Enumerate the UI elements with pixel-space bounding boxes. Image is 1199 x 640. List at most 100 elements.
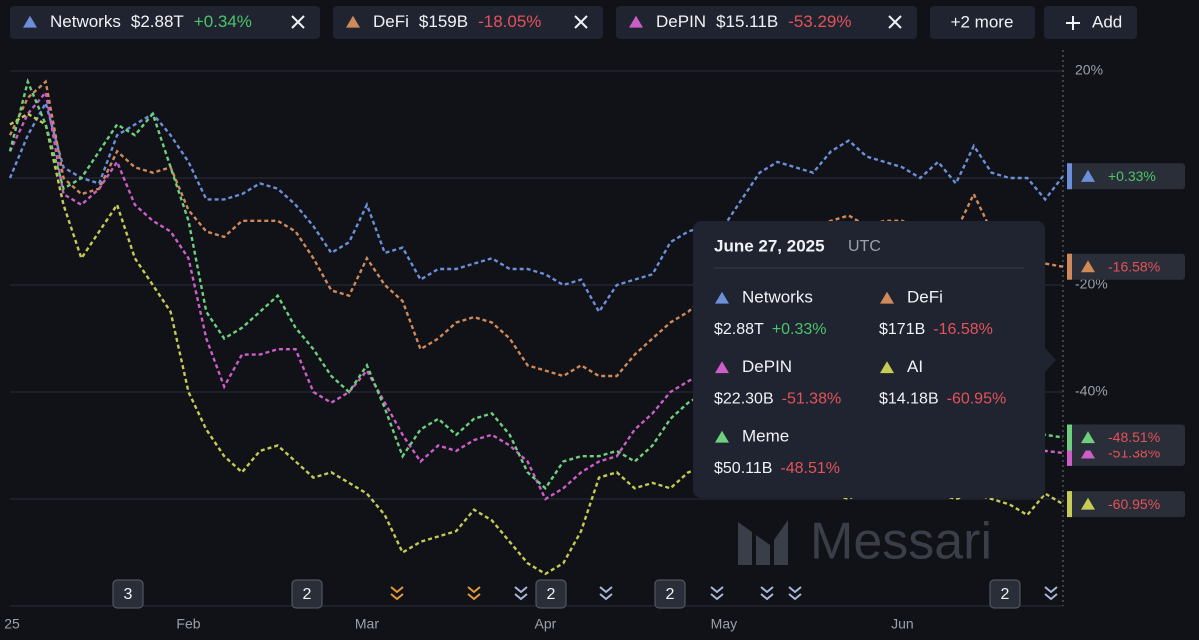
- badge-box: [112, 579, 144, 609]
- end-marker-label: -16.58%: [1108, 258, 1160, 274]
- event-badge[interactable]: 2: [654, 579, 686, 609]
- series-chip[interactable]: Networks $2.88T +0.34%: [10, 6, 320, 39]
- tooltip-name: Networks: [742, 287, 813, 306]
- end-marker-label: -60.95%: [1108, 496, 1160, 512]
- chip-value: $159B: [419, 12, 468, 31]
- tooltip-name: AI: [907, 357, 923, 376]
- end-marker-stripe: [1067, 424, 1072, 451]
- triangle-icon: [1081, 169, 1095, 182]
- watermark-logo: Messari: [738, 513, 992, 571]
- end-marker-box: [1067, 253, 1185, 280]
- chip-text: Networks $2.88T +0.34%: [50, 12, 252, 31]
- logo-mark: [738, 520, 788, 565]
- tooltip-value-text: $2.88T: [714, 321, 764, 338]
- tooltip-change: -51.38%: [782, 391, 842, 408]
- end-marker-stripe: [1067, 491, 1072, 518]
- triangle-icon: [1081, 431, 1095, 444]
- chip-text: DePIN $15.11B -53.29%: [656, 12, 851, 31]
- tooltip-change: -48.51%: [780, 460, 840, 477]
- chip-close-icon: [574, 15, 588, 29]
- end-marker-stripe: [1067, 439, 1072, 466]
- tooltip-value-text: $22.30B: [714, 391, 774, 408]
- triangle-icon: [1081, 260, 1095, 273]
- event-chevron[interactable]: [467, 586, 481, 601]
- series-chip[interactable]: DePIN $15.11B -53.29%: [616, 6, 917, 39]
- badge-label: 2: [1001, 586, 1010, 603]
- x-tick-label: Jun: [891, 616, 914, 632]
- triangle-icon: [715, 361, 729, 374]
- tooltip-timezone: UTC: [848, 238, 881, 255]
- event-chevron[interactable]: [1044, 586, 1058, 601]
- badge-box: [989, 579, 1021, 609]
- chip-text: DeFi $159B -18.05%: [373, 12, 541, 31]
- triangle-icon: [880, 291, 894, 304]
- x-tick-label: May: [711, 616, 737, 632]
- button-box: [930, 6, 1035, 39]
- tooltip-arrow: [1045, 348, 1056, 372]
- chip-value: $15.11B: [716, 12, 778, 31]
- add-icon: [1066, 16, 1080, 30]
- badge-label: 2: [666, 586, 675, 603]
- x-tick-label: Feb: [176, 616, 200, 632]
- chip-box: [616, 6, 917, 39]
- y-tick-label: 20%: [1075, 62, 1103, 78]
- end-marker-stripe: [1067, 253, 1072, 280]
- more-button[interactable]: +2 more: [930, 6, 1035, 39]
- end-marker-box: [1067, 491, 1185, 518]
- x-tick-label: 25: [4, 616, 20, 632]
- end-marker-stripe: [1067, 163, 1072, 190]
- badge-label: 3: [124, 586, 133, 603]
- badge-label: 2: [303, 586, 312, 603]
- tooltip-date: June 27, 2025: [714, 236, 825, 255]
- tooltip-change: +0.33%: [772, 321, 827, 338]
- event-badge[interactable]: 3: [112, 579, 144, 609]
- tooltip-name: DePIN: [742, 357, 792, 376]
- add-button[interactable]: Add: [1044, 6, 1137, 39]
- end-marker: -48.51%: [1067, 424, 1185, 451]
- chip-close-icon: [888, 15, 902, 29]
- series-chip[interactable]: DeFi $159B -18.05%: [333, 6, 603, 39]
- y-tick-label: -20%: [1075, 276, 1108, 292]
- tooltip-value: $171B -16.58%: [879, 321, 993, 338]
- event-chevron[interactable]: [710, 586, 724, 601]
- event-chevron[interactable]: [514, 586, 528, 601]
- chip-name: DeFi: [373, 12, 409, 31]
- tooltip-name: DeFi: [907, 287, 943, 306]
- event-badge[interactable]: 2: [291, 579, 323, 609]
- y-tick-label: -40%: [1075, 383, 1108, 399]
- chip-value: $2.88T: [131, 12, 184, 31]
- event-chevron[interactable]: [760, 586, 774, 601]
- chip-box: [333, 6, 603, 39]
- tooltip-value: $22.30B -51.38%: [714, 391, 841, 408]
- tooltip-box: [693, 221, 1045, 498]
- chip-name: DePIN: [656, 12, 706, 31]
- series-line: [8, 77, 1064, 491]
- event-badge[interactable]: 2: [989, 579, 1021, 609]
- event-chevron[interactable]: [390, 586, 404, 601]
- event-chevron[interactable]: [599, 586, 613, 601]
- end-marker-box: [1067, 163, 1185, 190]
- tooltip-value-text: $171B: [879, 321, 925, 338]
- tooltip-change: -16.58%: [933, 321, 993, 338]
- tooltip-name: Meme: [742, 426, 789, 445]
- triangle-icon: [23, 15, 37, 28]
- button-box: [1044, 6, 1137, 39]
- chip-change: -53.29%: [788, 12, 851, 31]
- triangle-icon: [346, 15, 360, 28]
- tooltip-value-text: $50.11B: [714, 460, 772, 477]
- event-badge[interactable]: 2: [535, 579, 567, 609]
- chip-box: [10, 6, 320, 39]
- chip-change: -18.05%: [478, 12, 541, 31]
- end-marker: -60.95%: [1067, 491, 1185, 518]
- badge-box: [291, 579, 323, 609]
- tooltip-value-text: $14.18B: [879, 391, 939, 408]
- event-chevron[interactable]: [788, 586, 802, 601]
- tooltip: June 27, 2025 UTC Networks $2.88T +0.33% DeFi…: [693, 221, 1056, 498]
- series-line: [8, 79, 1064, 378]
- triangle-icon: [715, 430, 729, 443]
- series-line: [8, 99, 1064, 315]
- end-marker-label: +0.33%: [1108, 168, 1156, 184]
- x-tick-label: Apr: [535, 616, 557, 632]
